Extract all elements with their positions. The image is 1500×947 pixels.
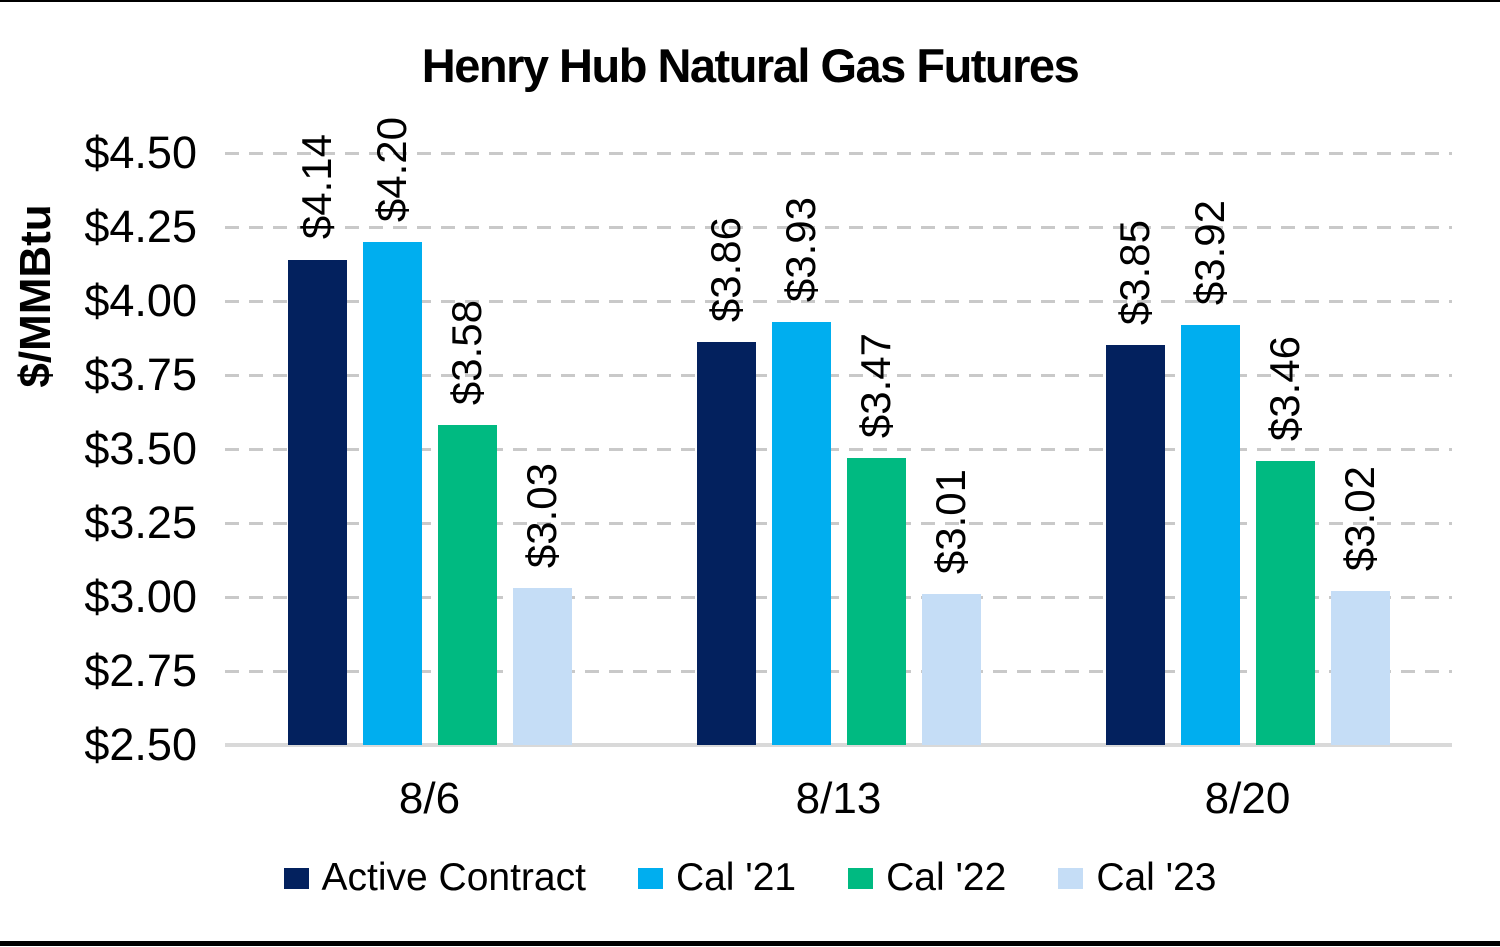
y-tick-label: $2.50 xyxy=(84,719,197,770)
bar-data-label: $3.01 xyxy=(927,468,974,575)
bar-data-label: $3.85 xyxy=(1111,220,1158,326)
y-gridline xyxy=(225,373,1452,377)
bar-data-label: $4.20 xyxy=(368,116,415,222)
bar-cal-23 xyxy=(1330,591,1390,745)
legend-swatch-icon xyxy=(1058,867,1084,889)
bar-active-contract xyxy=(1105,345,1165,745)
bar-cal-21 xyxy=(1180,324,1240,745)
bar-data-label: $3.03 xyxy=(518,463,565,569)
legend-swatch-icon xyxy=(848,867,874,889)
legend-label: Cal '23 xyxy=(1096,856,1217,899)
legend-label: Active Contract xyxy=(321,856,586,899)
legend-item: Active Contract xyxy=(283,856,586,900)
y-tick-label: $3.75 xyxy=(84,349,197,400)
bar-cal-22 xyxy=(437,425,497,745)
legend-label: Cal '21 xyxy=(675,856,797,899)
x-category-label: 8/20 xyxy=(1204,774,1291,823)
chart-title: Henry Hub Natural Gas Futures xyxy=(421,39,1080,92)
y-tick-label: $3.25 xyxy=(84,497,197,548)
bar-data-label: $3.93 xyxy=(777,196,824,302)
legend-item: Cal '22 xyxy=(848,856,1006,900)
top-border-rule xyxy=(0,0,1500,2)
y-gridline xyxy=(225,521,1452,525)
y-tick-label: $4.00 xyxy=(84,275,197,326)
bar-data-label: $3.46 xyxy=(1261,335,1308,441)
bar-cal-21 xyxy=(771,321,831,745)
bar-data-label: $3.86 xyxy=(702,217,749,323)
bar-data-label: $4.14 xyxy=(293,134,340,240)
bar-cal-22 xyxy=(1255,460,1315,745)
x-category-label: 8/13 xyxy=(795,774,882,823)
bar-cal-22 xyxy=(846,457,906,745)
bottom-border-rule xyxy=(0,941,1500,946)
legend-swatch-icon xyxy=(637,867,663,889)
bar-data-label: $3.92 xyxy=(1186,199,1233,305)
legend-item: Cal '21 xyxy=(637,856,797,900)
bar-data-label: $3.58 xyxy=(443,300,490,406)
y-gridline xyxy=(225,447,1452,451)
y-gridline xyxy=(225,225,1452,229)
bar-data-label: $3.02 xyxy=(1336,465,1383,572)
bar-cal-21 xyxy=(362,241,422,745)
bar-active-contract xyxy=(287,259,347,745)
bar-active-contract xyxy=(696,342,756,745)
y-tick-label: $2.75 xyxy=(84,645,197,696)
y-gridline xyxy=(225,151,1452,155)
y-gridline xyxy=(225,595,1452,599)
bar-cal-23 xyxy=(921,594,981,745)
legend-item: Cal '23 xyxy=(1058,856,1217,900)
y-gridline xyxy=(225,669,1452,673)
legend-label: Cal '22 xyxy=(886,856,1007,899)
bar-data-label: $3.47 xyxy=(852,332,899,438)
y-tick-label: $3.50 xyxy=(84,423,197,474)
x-axis-line xyxy=(225,743,1452,747)
legend: Active Contract Cal '21 Cal '22 Cal '23 xyxy=(0,856,1500,900)
legend-swatch-icon xyxy=(283,867,309,889)
y-gridline xyxy=(225,299,1452,303)
bar-cal-23 xyxy=(512,588,572,745)
x-category-label: 8/6 xyxy=(398,774,461,823)
y-tick-label: $3.00 xyxy=(84,571,197,622)
y-tick-label: $4.50 xyxy=(84,127,197,178)
y-tick-label: $4.25 xyxy=(84,201,197,252)
